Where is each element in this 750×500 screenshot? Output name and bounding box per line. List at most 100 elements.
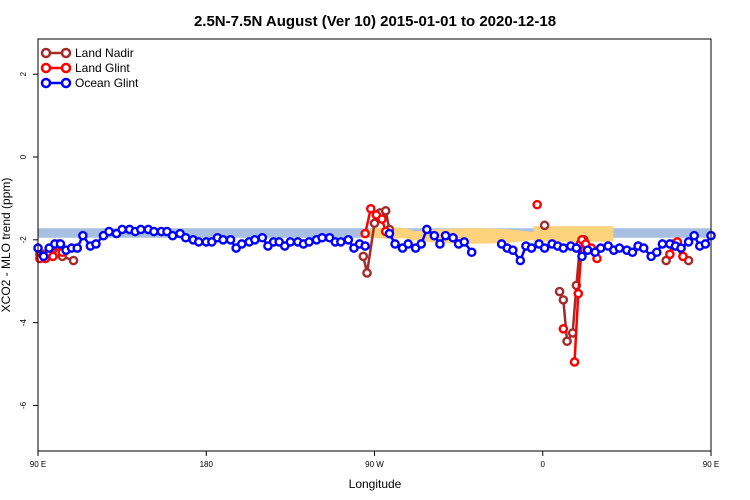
data-point — [38, 251, 49, 262]
x-tick-label: 90 W — [365, 460, 384, 469]
data-point — [676, 243, 686, 253]
data-point — [369, 218, 380, 229]
data-point — [571, 243, 582, 253]
data-point — [68, 255, 79, 266]
y-tick-label: -2 — [19, 236, 28, 244]
data-point — [554, 286, 565, 297]
data-point — [117, 224, 127, 235]
data-point — [448, 232, 458, 243]
data-point — [104, 226, 114, 237]
data-point — [678, 251, 688, 262]
data-point — [558, 295, 569, 305]
data-point — [429, 230, 440, 241]
data-point — [285, 237, 296, 247]
data-point — [573, 288, 584, 299]
legend-marker — [40, 62, 52, 74]
data-point — [380, 206, 391, 216]
data-point — [149, 226, 159, 237]
legend-marker — [60, 47, 72, 59]
data-point — [689, 230, 699, 241]
data-point — [657, 239, 668, 249]
data-point — [532, 199, 542, 210]
data-point — [435, 239, 445, 249]
data-point — [55, 239, 66, 249]
data-point — [167, 230, 178, 241]
data-point — [360, 228, 370, 239]
data-point — [569, 357, 580, 367]
data-point — [180, 232, 191, 243]
x-axis: 90 E 180 90 W 0 90 E — [30, 451, 719, 469]
legend-marker — [40, 77, 52, 89]
legend-label: Ocean Glint — [75, 76, 139, 90]
data-point — [91, 239, 101, 249]
data-point — [304, 237, 314, 247]
data-point — [665, 249, 675, 260]
y-tick-label: -6 — [19, 401, 28, 409]
data-point — [508, 245, 518, 255]
data-point — [390, 239, 400, 249]
data-point — [515, 255, 526, 266]
data-point — [562, 336, 572, 347]
data-point — [577, 251, 587, 262]
y-axis: -6 -4 -2 0 2 — [19, 71, 38, 409]
data-point — [343, 235, 354, 245]
data-point — [466, 247, 477, 258]
x-axis-label: Longitude — [349, 477, 402, 491]
data-point — [416, 239, 427, 249]
chart-title: 2.5N-7.5N August (Ver 10) 2015-01-01 to … — [194, 13, 556, 30]
legend-marker — [60, 77, 72, 89]
data-point — [422, 224, 432, 235]
data-point — [539, 243, 550, 253]
band-highlight — [533, 226, 614, 242]
data-point — [218, 235, 228, 245]
x-tick-label: 0 — [541, 460, 546, 469]
series-ocean-glint — [33, 224, 716, 266]
legend-label: Land Glint — [75, 61, 130, 75]
data-point — [365, 203, 376, 214]
x-tick-label: 90 E — [30, 460, 46, 469]
legend-label: Land Nadir — [75, 46, 134, 60]
data-point — [78, 230, 88, 241]
data-point — [627, 247, 638, 258]
data-point — [526, 243, 537, 253]
data-point — [459, 237, 470, 247]
data-point — [403, 239, 413, 249]
data-point — [558, 243, 569, 253]
data-point — [651, 247, 662, 258]
data-point — [336, 237, 346, 247]
data-point — [257, 232, 268, 243]
data-point — [48, 251, 58, 262]
data-point — [638, 243, 649, 253]
data-point — [440, 230, 451, 241]
y-tick-label: -4 — [19, 319, 28, 327]
data-point — [225, 235, 236, 245]
data-point — [360, 241, 370, 251]
x-tick-label: 90 E — [703, 460, 719, 469]
data-point — [582, 245, 593, 255]
data-point — [250, 235, 260, 245]
y-tick-label: 0 — [19, 154, 28, 159]
data-point — [614, 243, 625, 253]
data-point — [683, 237, 694, 247]
data-point — [384, 228, 395, 239]
data-point — [236, 239, 247, 249]
data-point — [136, 224, 146, 235]
legend-marker — [60, 62, 72, 74]
y-axis-label: XCO2 - MLO trend (ppm) — [0, 178, 13, 313]
data-point — [595, 243, 606, 253]
data-point — [72, 243, 83, 253]
data-point — [558, 324, 569, 334]
data-point — [700, 239, 711, 249]
data-point — [317, 232, 327, 243]
data-point — [539, 220, 550, 231]
data-point — [377, 214, 387, 224]
y-tick-label: 2 — [19, 71, 28, 76]
legend-marker — [40, 47, 52, 59]
series-layer — [33, 199, 716, 367]
data-point — [193, 237, 204, 247]
data-point — [362, 268, 372, 278]
x-tick-label: 180 — [200, 460, 214, 469]
data-point — [358, 251, 369, 262]
